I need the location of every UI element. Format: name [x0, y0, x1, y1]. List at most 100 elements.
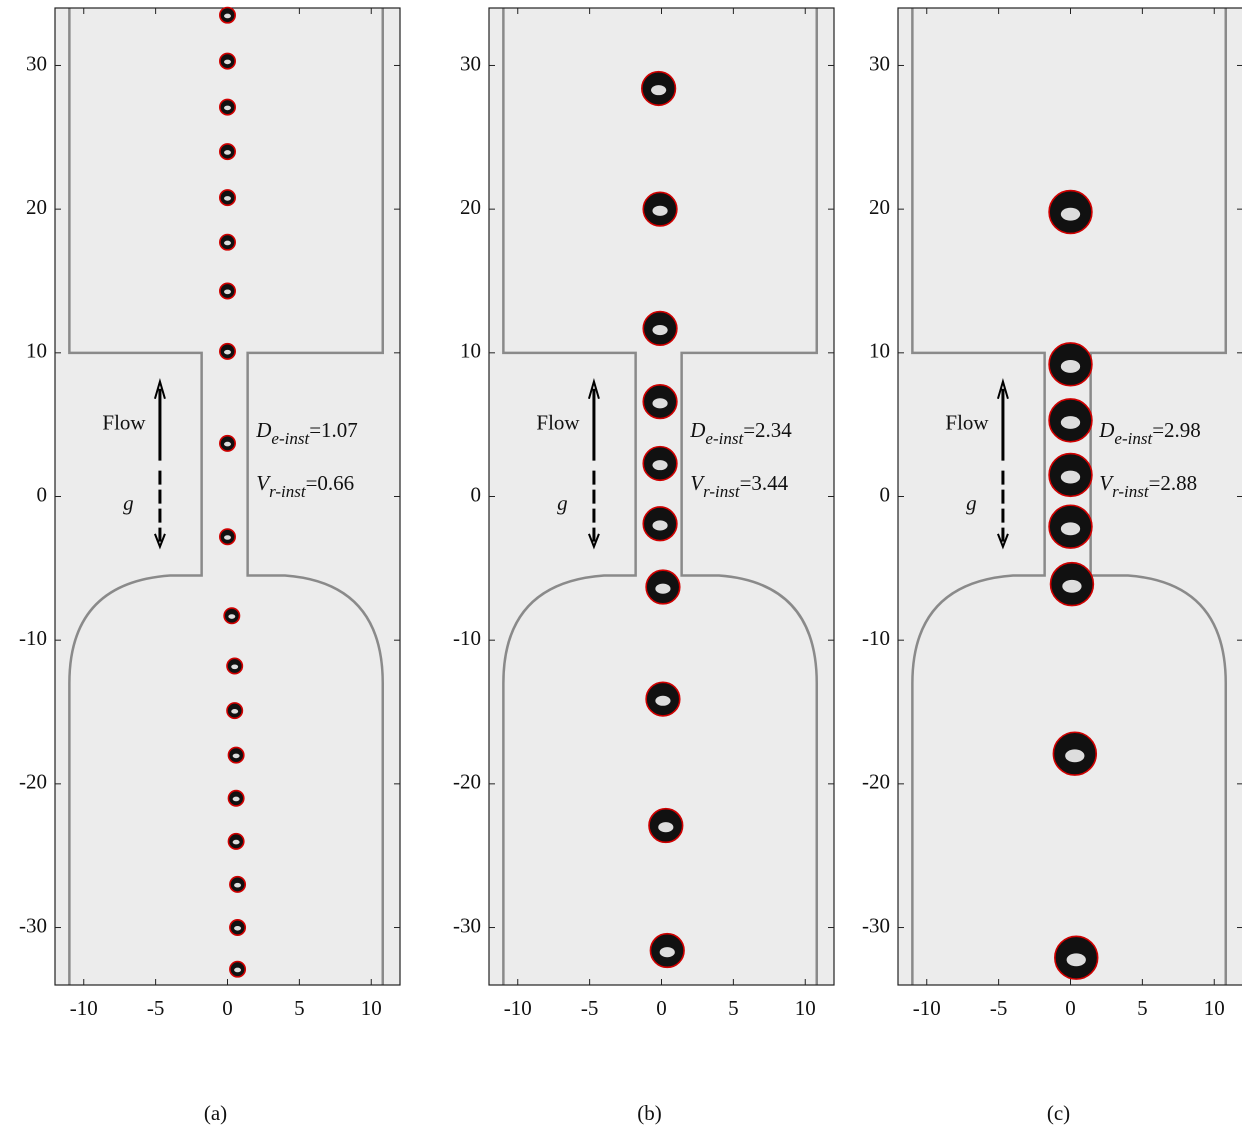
- flow-label: Flow: [102, 410, 146, 434]
- y-tick-label: 20: [460, 195, 481, 219]
- annotation-value: =2.34: [743, 418, 792, 442]
- bubble-highlight: [652, 206, 667, 216]
- panel-caption: (a): [204, 1101, 227, 1125]
- bubble-highlight: [652, 460, 667, 470]
- y-tick-label: -30: [862, 913, 890, 937]
- y-tick-label: 0: [37, 482, 48, 506]
- bubble-highlight: [652, 520, 667, 530]
- bubble-highlight: [655, 584, 670, 594]
- x-tick-label: -10: [913, 996, 941, 1020]
- bubble-highlight: [651, 85, 666, 95]
- annotation-value: =2.88: [1149, 471, 1198, 495]
- annotation-value: =3.44: [740, 471, 789, 495]
- annotation-subscript: r-inst: [1112, 482, 1150, 501]
- x-tick-label: -10: [504, 996, 532, 1020]
- bubble-highlight: [224, 150, 231, 155]
- y-tick-label: 10: [869, 339, 890, 363]
- figure: -10-50510-30-20-100102030FlowgDe-inst=1.…: [0, 0, 1242, 1137]
- bubble-highlight: [652, 325, 667, 335]
- gravity-label: g: [123, 491, 134, 515]
- y-tick-label: 30: [460, 51, 481, 75]
- annotation-symbol: D: [689, 418, 705, 442]
- x-tick-label: 5: [294, 996, 305, 1020]
- bubble-highlight: [1061, 522, 1080, 535]
- y-tick-label: -10: [862, 626, 890, 650]
- bubble-highlight: [234, 883, 241, 888]
- bubble-highlight: [234, 968, 241, 973]
- x-tick-label: -10: [70, 996, 98, 1020]
- bubble-highlight: [1061, 416, 1080, 429]
- bubble-highlight: [224, 290, 231, 295]
- annotation-subscript: e-inst: [1114, 429, 1153, 448]
- y-tick-label: -10: [19, 626, 47, 650]
- bubble-highlight: [652, 398, 667, 408]
- bubble-highlight: [224, 535, 231, 540]
- y-tick-label: -30: [453, 913, 481, 937]
- y-tick-label: 30: [869, 51, 890, 75]
- bubble-highlight: [224, 442, 231, 447]
- bubble-highlight: [660, 947, 675, 957]
- gravity-label: g: [557, 491, 568, 515]
- annotation-subscript: e-inst: [705, 429, 744, 448]
- y-tick-label: 20: [869, 195, 890, 219]
- flow-label: Flow: [536, 410, 580, 434]
- y-tick-label: 30: [26, 51, 47, 75]
- bubble-highlight: [224, 350, 231, 355]
- bubble-highlight: [234, 926, 241, 931]
- y-tick-label: -10: [453, 626, 481, 650]
- x-tick-label: 10: [1204, 996, 1225, 1020]
- bubble-highlight: [1061, 360, 1080, 373]
- bubble-highlight: [1061, 208, 1080, 221]
- x-tick-label: 5: [728, 996, 739, 1020]
- annotation-symbol: D: [1098, 418, 1114, 442]
- annotation-subscript: r-inst: [269, 482, 307, 501]
- y-tick-label: -20: [19, 770, 47, 794]
- y-tick-label: 0: [471, 482, 482, 506]
- bubble-highlight: [224, 14, 231, 19]
- y-tick-label: -30: [19, 913, 47, 937]
- y-tick-label: 10: [26, 339, 47, 363]
- flow-label: Flow: [945, 410, 989, 434]
- panel: -10 -5 0 5 10 -30 -20 -10 0 10 20 30 Flow g De-inst=2.…: [453, 8, 834, 1125]
- x-tick-label: -5: [581, 996, 599, 1020]
- bubble-highlight: [233, 754, 240, 759]
- bubble-highlight: [1061, 471, 1080, 484]
- bubble-highlight: [224, 241, 231, 246]
- y-tick-label: -20: [862, 770, 890, 794]
- x-tick-label: 10: [361, 996, 382, 1020]
- annotation-subscript: e-inst: [271, 429, 310, 448]
- x-tick-label: 0: [1065, 996, 1076, 1020]
- x-tick-label: 5: [1137, 996, 1148, 1020]
- y-tick-label: 20: [26, 195, 47, 219]
- bubble-highlight: [224, 196, 231, 201]
- gravity-label: g: [966, 491, 977, 515]
- annotation-subscript: r-inst: [703, 482, 741, 501]
- bubble-highlight: [233, 797, 240, 802]
- x-tick-label: 0: [656, 996, 667, 1020]
- panel: -10 -5 0 5 10 -30 -20 -10 0 10 20 30 Flow g De-inst=1.…: [19, 7, 400, 1124]
- bubble-highlight: [228, 614, 235, 619]
- annotation-value: =0.66: [306, 471, 355, 495]
- y-tick-label: -20: [453, 770, 481, 794]
- bubble-highlight: [655, 696, 670, 706]
- x-tick-label: 0: [222, 996, 233, 1020]
- x-tick-label: -5: [147, 996, 165, 1020]
- bubble-highlight: [1062, 580, 1081, 593]
- bubble-highlight: [1065, 749, 1084, 762]
- bubble-highlight: [233, 840, 240, 845]
- x-tick-label: 10: [795, 996, 816, 1020]
- panel-caption: (c): [1047, 1101, 1070, 1125]
- annotation-symbol: D: [255, 418, 271, 442]
- bubble-highlight: [1067, 953, 1086, 966]
- bubble-highlight: [658, 822, 673, 832]
- y-tick-label: 0: [880, 482, 891, 506]
- y-tick-label: 10: [460, 339, 481, 363]
- annotation-value: =1.07: [309, 418, 358, 442]
- annotation-value: =2.98: [1152, 418, 1201, 442]
- bubble-highlight: [231, 665, 238, 670]
- bubble-highlight: [231, 709, 238, 714]
- bubble-highlight: [224, 60, 231, 65]
- x-tick-label: -5: [990, 996, 1008, 1020]
- panel-caption: (b): [637, 1101, 662, 1125]
